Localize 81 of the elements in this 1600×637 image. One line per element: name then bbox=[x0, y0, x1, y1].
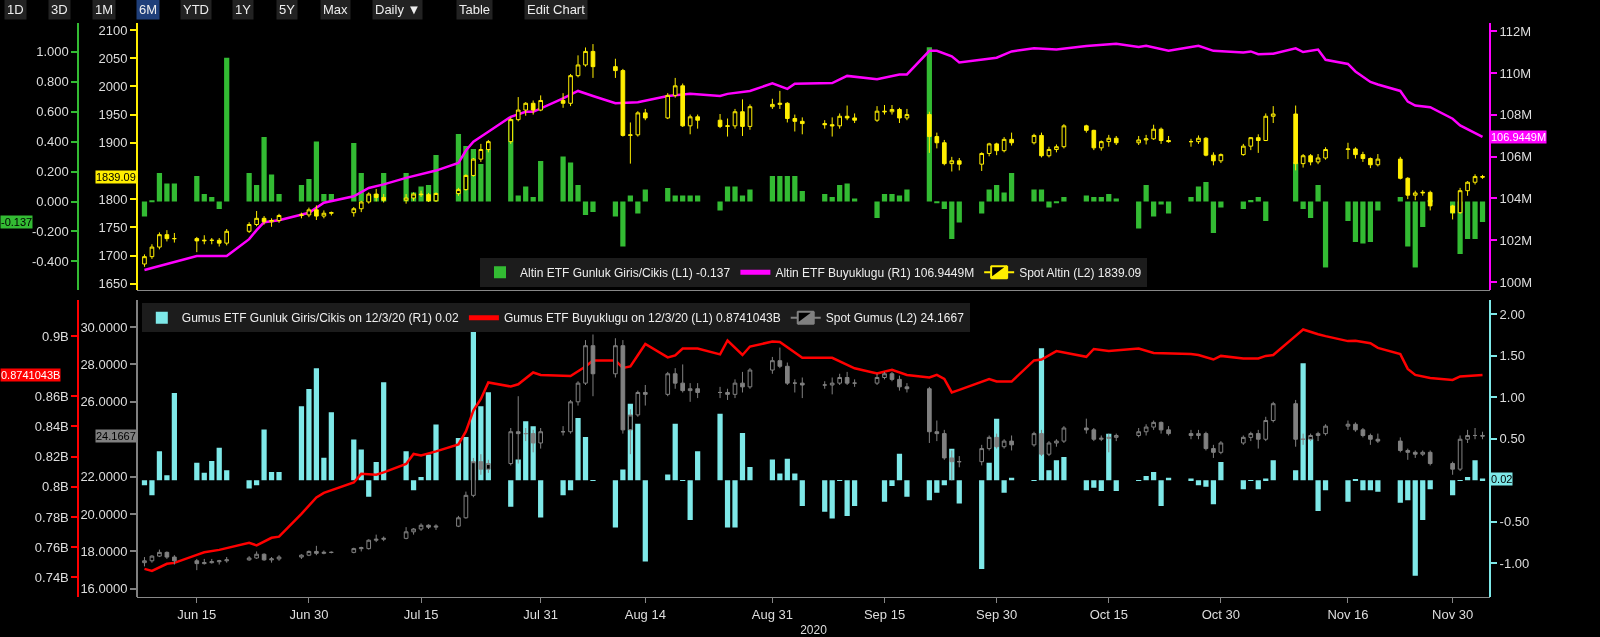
y2-tick-label: 18.0000 bbox=[80, 543, 128, 559]
y3-tick-label: 0.50 bbox=[1499, 431, 1525, 447]
text: 1839.09 bbox=[96, 171, 136, 183]
x-tick-label: Aug 31 bbox=[751, 606, 793, 622]
legend-label: Altin ETF Gunluk Giris/Cikis (L1) -0.137 bbox=[520, 265, 731, 280]
text: 0.02 bbox=[1491, 473, 1513, 485]
y-tick-label: 0.86B bbox=[34, 388, 69, 404]
y3-tick-label: 104M bbox=[1499, 190, 1533, 206]
y-tick-label: 0.82B bbox=[34, 449, 69, 465]
x-axis-title: 2020 bbox=[800, 622, 828, 637]
y2-tick-label: 1950 bbox=[98, 107, 128, 123]
y3-tick-label: 1.00 bbox=[1499, 389, 1525, 405]
y3-tick-label: 1.50 bbox=[1499, 348, 1525, 364]
text: 1D bbox=[7, 2, 24, 17]
y3-tick-label: -1.00 bbox=[1499, 555, 1530, 571]
x-tick-label: Jun 30 bbox=[289, 606, 329, 622]
y3-tick-label: 100M bbox=[1499, 274, 1533, 290]
text: 24.1667 bbox=[96, 430, 136, 442]
y3-tick-label: -0.50 bbox=[1499, 514, 1530, 530]
y2-tick-label: 20.0000 bbox=[80, 506, 128, 522]
x-tick-label: Jun 15 bbox=[177, 606, 217, 622]
y-tick-label: 0.000 bbox=[36, 194, 69, 210]
y-tick-label: 0.84B bbox=[34, 419, 69, 435]
text: 6M bbox=[139, 2, 158, 17]
text: 1M bbox=[95, 2, 114, 17]
y-tick-label: 0.76B bbox=[34, 539, 69, 555]
x-tick-label: Jul 15 bbox=[403, 606, 439, 622]
x-tick-label: Oct 30 bbox=[1201, 606, 1241, 622]
text: Max bbox=[323, 2, 349, 17]
x-tick-label: Nov 16 bbox=[1327, 606, 1369, 622]
y-tick-label: 0.74B bbox=[34, 569, 69, 585]
text: 0.8741043B bbox=[1, 369, 61, 381]
y2-tick-label: 1650 bbox=[98, 276, 128, 292]
y3-tick-label: 108M bbox=[1499, 107, 1533, 123]
y3-tick-label: 110M bbox=[1499, 65, 1532, 81]
legend-label: Gumus ETF Buyuklugu on 12/3/20 (L1) 0.8741043B bbox=[503, 311, 781, 326]
y3-tick-label: 2.00 bbox=[1499, 306, 1525, 322]
y2-tick-label: 22.0000 bbox=[80, 469, 128, 485]
y2-tick-label: 1800 bbox=[98, 191, 128, 207]
text: 106.9449M bbox=[1491, 131, 1547, 143]
x-tick-label: Nov 30 bbox=[1432, 606, 1474, 622]
text: -0.137 bbox=[1, 216, 33, 228]
y-tick-label: 0.8B bbox=[42, 479, 69, 495]
y-tick-label: 0.800 bbox=[36, 74, 69, 90]
text: Daily ▼ bbox=[375, 2, 421, 17]
legend-label: Altin ETF Buyuklugu (R1) 106.9449M bbox=[775, 265, 975, 280]
text: 1Y bbox=[235, 2, 252, 17]
y-tick-label: 0.200 bbox=[36, 164, 69, 180]
text: Edit Chart bbox=[527, 2, 586, 17]
legend-label: Spot Altin (L2) 1839.09 bbox=[1019, 265, 1142, 280]
y-tick-label: -0.200 bbox=[31, 224, 69, 240]
text: 3D bbox=[51, 2, 68, 17]
legend-label: Spot Gumus (L2) 24.1667 bbox=[825, 311, 965, 326]
y2-tick-label: 26.0000 bbox=[80, 394, 128, 410]
y3-tick-label: 112M bbox=[1499, 23, 1532, 39]
y-tick-label: 0.600 bbox=[36, 104, 69, 120]
legend-label: Gumus ETF Gunluk Giris/Cikis on 12/3/20 (R1) 0.02 bbox=[181, 311, 459, 326]
y2-tick-label: 1700 bbox=[98, 248, 128, 264]
y2-tick-label: 16.0000 bbox=[80, 581, 128, 597]
y-tick-label: 0.78B bbox=[34, 509, 69, 525]
y3-tick-label: 106M bbox=[1499, 149, 1533, 165]
x-tick-label: Jul 31 bbox=[523, 606, 559, 622]
y2-tick-label: 1750 bbox=[98, 219, 128, 235]
y-tick-label: -0.400 bbox=[31, 254, 69, 269]
y-tick-label: 1.000 bbox=[36, 44, 69, 60]
y2-tick-label: 1900 bbox=[98, 135, 128, 151]
x-tick-label: Oct 15 bbox=[1089, 606, 1128, 622]
x-tick-label: Aug 14 bbox=[624, 606, 666, 622]
x-tick-label: Sep 30 bbox=[976, 606, 1018, 622]
text: 5Y bbox=[279, 2, 296, 17]
text: Table bbox=[459, 2, 491, 17]
x-tick-label: Sep 15 bbox=[863, 606, 906, 622]
y2-tick-label: 28.0000 bbox=[80, 356, 128, 372]
y2-tick-label: 2050 bbox=[98, 50, 128, 66]
y-tick-label: 0.9B bbox=[42, 328, 69, 344]
y2-tick-label: 2000 bbox=[98, 78, 128, 94]
y3-tick-label: 102M bbox=[1499, 232, 1533, 248]
y-tick-label: 0.400 bbox=[36, 134, 69, 150]
y2-tick-label: 2100 bbox=[98, 22, 128, 38]
text: YTD bbox=[183, 2, 209, 17]
y2-tick-label: 30.0000 bbox=[80, 319, 128, 335]
